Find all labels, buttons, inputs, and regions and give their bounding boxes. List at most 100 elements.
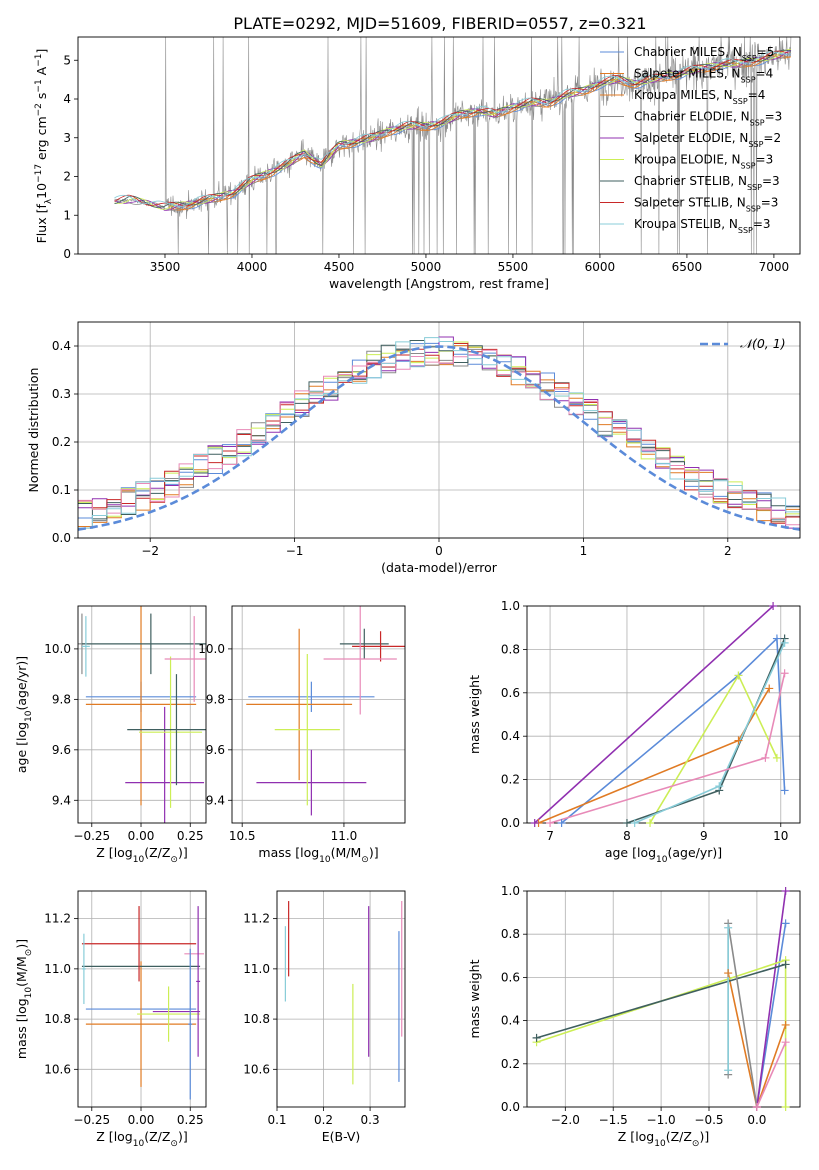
y-tick-label: 0.0 bbox=[501, 816, 520, 830]
x-tick-label: −0.25 bbox=[73, 1113, 110, 1127]
weight-marker bbox=[530, 819, 539, 827]
x-tick-label: 6500 bbox=[672, 260, 703, 274]
y-tick-label: 11.2 bbox=[243, 912, 270, 926]
weight-marker bbox=[781, 1103, 790, 1111]
weight-marker bbox=[781, 1020, 790, 1029]
weight-marker bbox=[724, 969, 733, 978]
y-tick-label: 4 bbox=[63, 92, 71, 106]
plot-area bbox=[284, 901, 403, 1085]
legend-label: 𝒩(0, 1) bbox=[740, 336, 786, 351]
histogram-step-7 bbox=[78, 343, 800, 524]
y-tick-label: 9.4 bbox=[52, 793, 71, 807]
x-tick-label: 4000 bbox=[237, 260, 268, 274]
x-tick-label: −2.0 bbox=[551, 1113, 580, 1127]
y-tick-label: 1 bbox=[63, 208, 71, 222]
chart-weight_vs_age: 7 8 9 10 0.0 0.2 0.4 0.6 0.8 1.0 age [log10(age/yr… bbox=[467, 599, 801, 865]
legend-label: Kroupa MILES, NSSP=4 bbox=[634, 88, 765, 106]
y-tick-label: 10.0 bbox=[44, 642, 71, 656]
axes: 7 8 9 10 0.0 0.2 0.4 0.6 0.8 1.0 bbox=[501, 599, 801, 843]
x-tick-label: 5500 bbox=[498, 260, 529, 274]
y-tick-label: 1.0 bbox=[501, 884, 520, 898]
weight-marker bbox=[781, 1038, 790, 1047]
legend-label: Kroupa ELODIE, NSSP=3 bbox=[634, 153, 773, 171]
y-axis-label: mass weight bbox=[467, 675, 482, 754]
x-axis-label: wavelength [Angstrom, rest frame] bbox=[329, 276, 549, 291]
axes-frame bbox=[526, 605, 801, 824]
y-tick-label: 9.6 bbox=[52, 743, 71, 757]
x-tick-label: 5000 bbox=[411, 260, 442, 274]
weight-marker bbox=[780, 669, 789, 678]
y-tick-label: 5 bbox=[63, 53, 71, 67]
x-axis-label: mass [log10(M/M⊙)] bbox=[258, 845, 378, 865]
plot-area bbox=[81, 906, 205, 1100]
weight-marker bbox=[761, 753, 770, 762]
y-tick-label: 10.6 bbox=[243, 1062, 270, 1076]
x-tick-label: 0.0 bbox=[747, 1113, 766, 1127]
axes: −0.25 0.00 0.25 9.4 9.6 9.8 10.0 bbox=[44, 605, 207, 843]
figure-title: PLATE=0292, MJD=51609, FIBERID=0557, z=0… bbox=[233, 14, 646, 33]
y-tick-label: 10.6 bbox=[44, 1062, 71, 1076]
axes-frame bbox=[526, 890, 801, 1108]
chart-age_vs_mass: 10.5 11.0 9.4 9.6 9.8 10.0 mass [log10(M/M⊙)] bbox=[198, 605, 406, 865]
x-tick-label: 0.1 bbox=[267, 1113, 286, 1127]
histogram-step-4 bbox=[78, 336, 800, 529]
y-tick-label: 11.0 bbox=[243, 962, 270, 976]
y-tick-label: 0 bbox=[63, 247, 71, 261]
weight-marker bbox=[769, 602, 778, 610]
weight-marker bbox=[772, 753, 781, 762]
x-tick-label: 1 bbox=[580, 544, 588, 558]
y-tick-label: 10.8 bbox=[44, 1012, 71, 1026]
legend-label: Chabrier ELODIE, NSSP=3 bbox=[634, 110, 782, 128]
axes: 10.5 11.0 9.4 9.6 9.8 10.0 bbox=[198, 605, 406, 843]
x-tick-label: 6000 bbox=[585, 260, 616, 274]
weight-line-7 bbox=[549, 673, 786, 823]
weight-line-6 bbox=[634, 642, 786, 823]
legend-label: Salpeter MILES, NSSP=4 bbox=[634, 67, 773, 85]
legend-label: Kroupa STELIB, NSSP=3 bbox=[634, 217, 771, 235]
histogram-step-6 bbox=[78, 340, 800, 520]
weight-marker bbox=[734, 671, 743, 680]
chart-mass_vs_ebv: 0.1 0.2 0.3 10.6 10.8 11.0 11.2 E(B-V) bbox=[243, 890, 406, 1144]
y-tick-label: 10.8 bbox=[243, 1012, 270, 1026]
legend-label: Salpeter ELODIE, NSSP=2 bbox=[634, 131, 781, 149]
model-spectrum-line-1 bbox=[168, 53, 791, 210]
plot-area bbox=[246, 606, 405, 816]
spectrum-legend: Chabrier MILES, NSSP=5 Salpeter MILES, NS… bbox=[600, 45, 782, 235]
x-tick-label: 0.3 bbox=[361, 1113, 380, 1127]
x-tick-label: 0.00 bbox=[128, 1113, 155, 1127]
x-axis-label: E(B-V) bbox=[322, 1129, 361, 1144]
weight-marker bbox=[532, 1033, 541, 1042]
x-tick-label: 2 bbox=[724, 544, 732, 558]
x-tick-label: −2 bbox=[141, 544, 159, 558]
weight-line-1 bbox=[561, 636, 786, 823]
legend-label: Salpeter STELIB, NSSP=3 bbox=[634, 196, 778, 214]
y-tick-label: 0.4 bbox=[52, 339, 71, 353]
weight-line-6 bbox=[727, 923, 758, 1107]
observed-spectrum-line bbox=[114, 37, 792, 254]
y-tick-label: 0.2 bbox=[52, 435, 71, 449]
x-tick-label: 0 bbox=[435, 544, 443, 558]
x-tick-label: 8 bbox=[623, 829, 631, 843]
weight-line-5 bbox=[536, 963, 786, 1039]
y-axis-label: mass weight bbox=[467, 959, 482, 1038]
y-tick-label: 9.6 bbox=[206, 743, 225, 757]
axes: −2 −1 0 1 2 0.0 0.1 0.2 0.3 0.4 bbox=[52, 321, 801, 558]
weight-line-3 bbox=[756, 891, 787, 1107]
x-axis-label: Z [log10(Z/Z⊙)] bbox=[96, 845, 187, 865]
chart-weight_vs_Z: −2.0 −1.5 −1.0 −0.5 0.0 0.0 0.2 0.4 0.6 0.8 1.0 Z [… bbox=[467, 884, 801, 1149]
weight-marker bbox=[734, 736, 743, 745]
x-tick-label: 3500 bbox=[150, 260, 181, 274]
y-tick-label: 0.0 bbox=[52, 531, 71, 545]
weight-marker bbox=[781, 919, 790, 928]
plot-area bbox=[78, 606, 206, 823]
model-spectrum-line-8 bbox=[114, 50, 792, 207]
axes: −2.0 −1.5 −1.0 −0.5 0.0 0.0 0.2 0.4 0.6 0.8 1.0 bbox=[501, 884, 801, 1127]
y-tick-label: 0.6 bbox=[501, 970, 520, 984]
weight-marker bbox=[546, 819, 555, 827]
y-axis-label: Flux [fλ10−17 erg cm−2 s−1 A−1] bbox=[34, 49, 54, 244]
y-tick-label: 0.8 bbox=[501, 642, 520, 656]
weight-marker bbox=[765, 684, 774, 693]
model-spectrum-line-5 bbox=[114, 49, 792, 211]
weight-marker bbox=[557, 819, 566, 827]
y-tick-label: 0.3 bbox=[52, 387, 71, 401]
